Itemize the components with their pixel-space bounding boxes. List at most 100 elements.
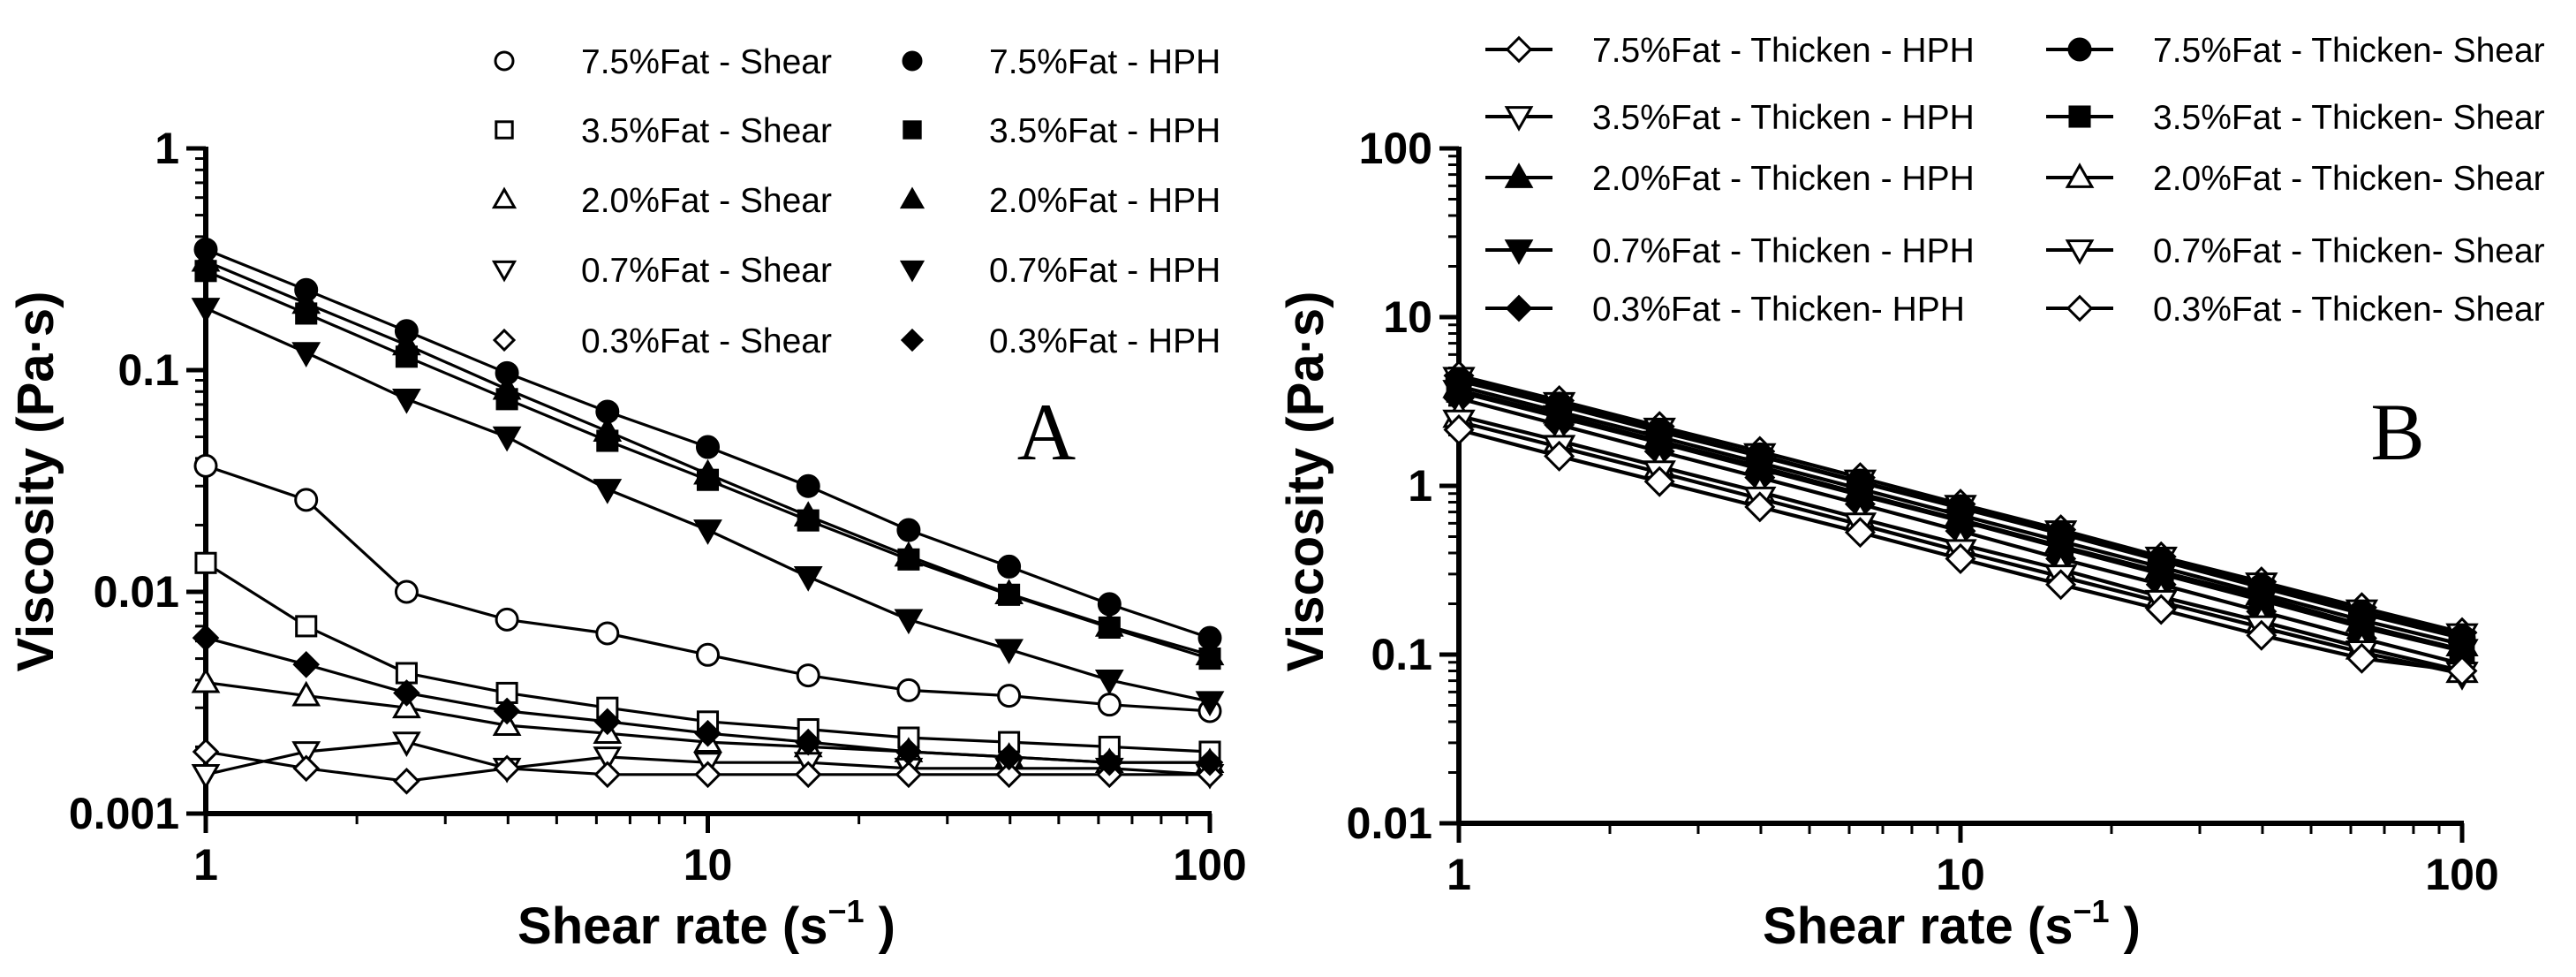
- legend-label: 2.0%Fat - Shear: [581, 182, 832, 220]
- legend-item: 2.0%Fat - Thicken - HPH: [1485, 160, 1975, 198]
- data-point: [291, 741, 321, 767]
- data-point: [793, 501, 823, 526]
- data-point: [493, 754, 521, 783]
- legend-marker: [2067, 37, 2092, 62]
- data-point: [593, 416, 623, 443]
- y-tick-label: 1: [1408, 461, 1432, 511]
- data-point: [292, 754, 321, 783]
- legend-marker: [1504, 106, 1534, 132]
- data-point: [994, 579, 1024, 605]
- data-point: [392, 388, 421, 414]
- legend-item: 0.7%Fat - Shear: [491, 252, 832, 290]
- legend-label: 3.5%Fat - Thicken- Shear: [2153, 99, 2545, 137]
- x-axis-title: Shear rate (s−1 ): [1763, 893, 2141, 955]
- data-point: [1094, 611, 1124, 637]
- legend-item: 0.7%Fat - Thicken- Shear: [2046, 232, 2545, 270]
- data-point: [2246, 619, 2278, 651]
- data-point: [194, 551, 217, 574]
- data-point: [1546, 402, 1572, 428]
- data-point: [1945, 542, 1976, 574]
- data-point: [1744, 491, 1776, 523]
- data-point: [1844, 517, 1876, 549]
- data-point: [995, 761, 1023, 789]
- series-line: [205, 464, 1211, 713]
- legend-item: 0.3%Fat - Shear: [492, 322, 832, 360]
- legend-item: 2.0%Fat - Shear: [491, 182, 832, 220]
- legend-item: 0.3%Fat - Thicken- HPH: [1485, 291, 1965, 329]
- data-point: [192, 738, 220, 766]
- legend-label: 3.5%Fat - HPH: [989, 112, 1220, 150]
- legend-item: 7.5%Fat - HPH: [902, 43, 1220, 81]
- legend-label: 0.3%Fat - Thicken- Shear: [2153, 291, 2545, 329]
- legend-label: 0.7%Fat - Shear: [581, 252, 832, 290]
- data-point: [1446, 377, 1472, 403]
- data-point: [895, 761, 923, 789]
- legend-item: 3.5%Fat - Thicken - HPH: [1485, 99, 1975, 137]
- data-point: [1097, 693, 1122, 717]
- legend-item: 7.5%Fat - Thicken - HPH: [1485, 32, 1975, 70]
- legend: 7.5%Fat - Shear 3.5%Fat - Shear 2.0%Fat - …: [491, 43, 1220, 360]
- legend-item: 3.5%Fat - Thicken- Shear: [2046, 99, 2545, 137]
- x-tick-label: 100: [2425, 850, 2498, 899]
- data-point: [1747, 453, 1773, 480]
- legend-label: 2.0%Fat - Thicken - HPH: [1592, 160, 1975, 198]
- data-point: [696, 435, 720, 459]
- data-point: [291, 288, 321, 314]
- data-point: [796, 663, 820, 688]
- data-point: [394, 579, 419, 604]
- data-point: [1195, 640, 1225, 666]
- legend-item: 7.5%Fat - Shear: [494, 43, 832, 81]
- series-0-3-fat-hph: [192, 624, 1224, 776]
- chart-panel-a: 0.001 0.01 0.1 1 1 10 100 Viscosity (Pa·s) Shear…: [7, 43, 1247, 955]
- data-point: [291, 680, 321, 707]
- data-point: [694, 761, 721, 789]
- data-point: [1443, 413, 1475, 446]
- y-axis-title: Viscosity (Pa·s): [1277, 292, 1334, 672]
- legend: 7.5%Fat - Thicken - HPH 3.5%Fat - Thicken…: [1485, 32, 2545, 329]
- y-tick-label: 0.01: [1347, 799, 1432, 848]
- x-tick-label: 100: [1173, 840, 1246, 890]
- data-point: [995, 743, 1023, 771]
- legend-label: 2.0%Fat - Thicken- Shear: [2153, 160, 2545, 198]
- legend-marker: [1504, 163, 1534, 188]
- data-point: [393, 679, 420, 707]
- series-0-7-fat-hph: [191, 298, 1225, 717]
- legend-item: 0.3%Fat - HPH: [900, 322, 1220, 360]
- y-tick-label: 0.1: [1371, 630, 1432, 679]
- data-point: [796, 473, 820, 498]
- legend-marker: [1504, 239, 1534, 265]
- legend-marker: [1505, 294, 1533, 322]
- data-point: [593, 479, 623, 504]
- y-tick-label: 1: [155, 124, 179, 173]
- x-tick-label: 1: [193, 840, 218, 890]
- data-point: [393, 768, 420, 795]
- data-point: [191, 667, 221, 693]
- data-point: [1195, 691, 1225, 717]
- y-tick-label: 0.01: [94, 567, 179, 617]
- y-axis-title: Viscosity (Pa·s): [7, 292, 64, 672]
- legend-label: 0.3%Fat - Shear: [581, 322, 832, 360]
- chart-panel-b: 0.01 0.1 1 10 100 1 10 100 Viscosity (Pa·s) Shear…: [1277, 32, 2545, 955]
- legend-label: 7.5%Fat - Thicken- Shear: [2153, 32, 2545, 70]
- legend-item: 2.0%Fat - HPH: [899, 182, 1220, 220]
- data-point: [1544, 440, 1575, 472]
- legend-marker: [902, 50, 923, 72]
- data-point: [291, 342, 321, 367]
- data-point: [1196, 748, 1224, 776]
- data-point: [292, 650, 321, 678]
- data-point: [2045, 569, 2077, 601]
- data-point: [894, 609, 924, 635]
- x-axis-title: Shear rate (s−1 ): [517, 893, 895, 955]
- legend-marker: [2065, 163, 2095, 188]
- legend-item: 0.7%Fat - HPH: [899, 252, 1220, 290]
- series-2-0-fat-hph: [191, 246, 1225, 666]
- y-tick-label: 10: [1383, 292, 1432, 342]
- data-point: [2048, 533, 2074, 559]
- data-point: [793, 566, 823, 592]
- data-point: [595, 621, 620, 646]
- legend-marker: [494, 50, 515, 72]
- data-point: [693, 458, 722, 485]
- data-point: [392, 731, 421, 757]
- panel-letter: B: [2370, 387, 2424, 477]
